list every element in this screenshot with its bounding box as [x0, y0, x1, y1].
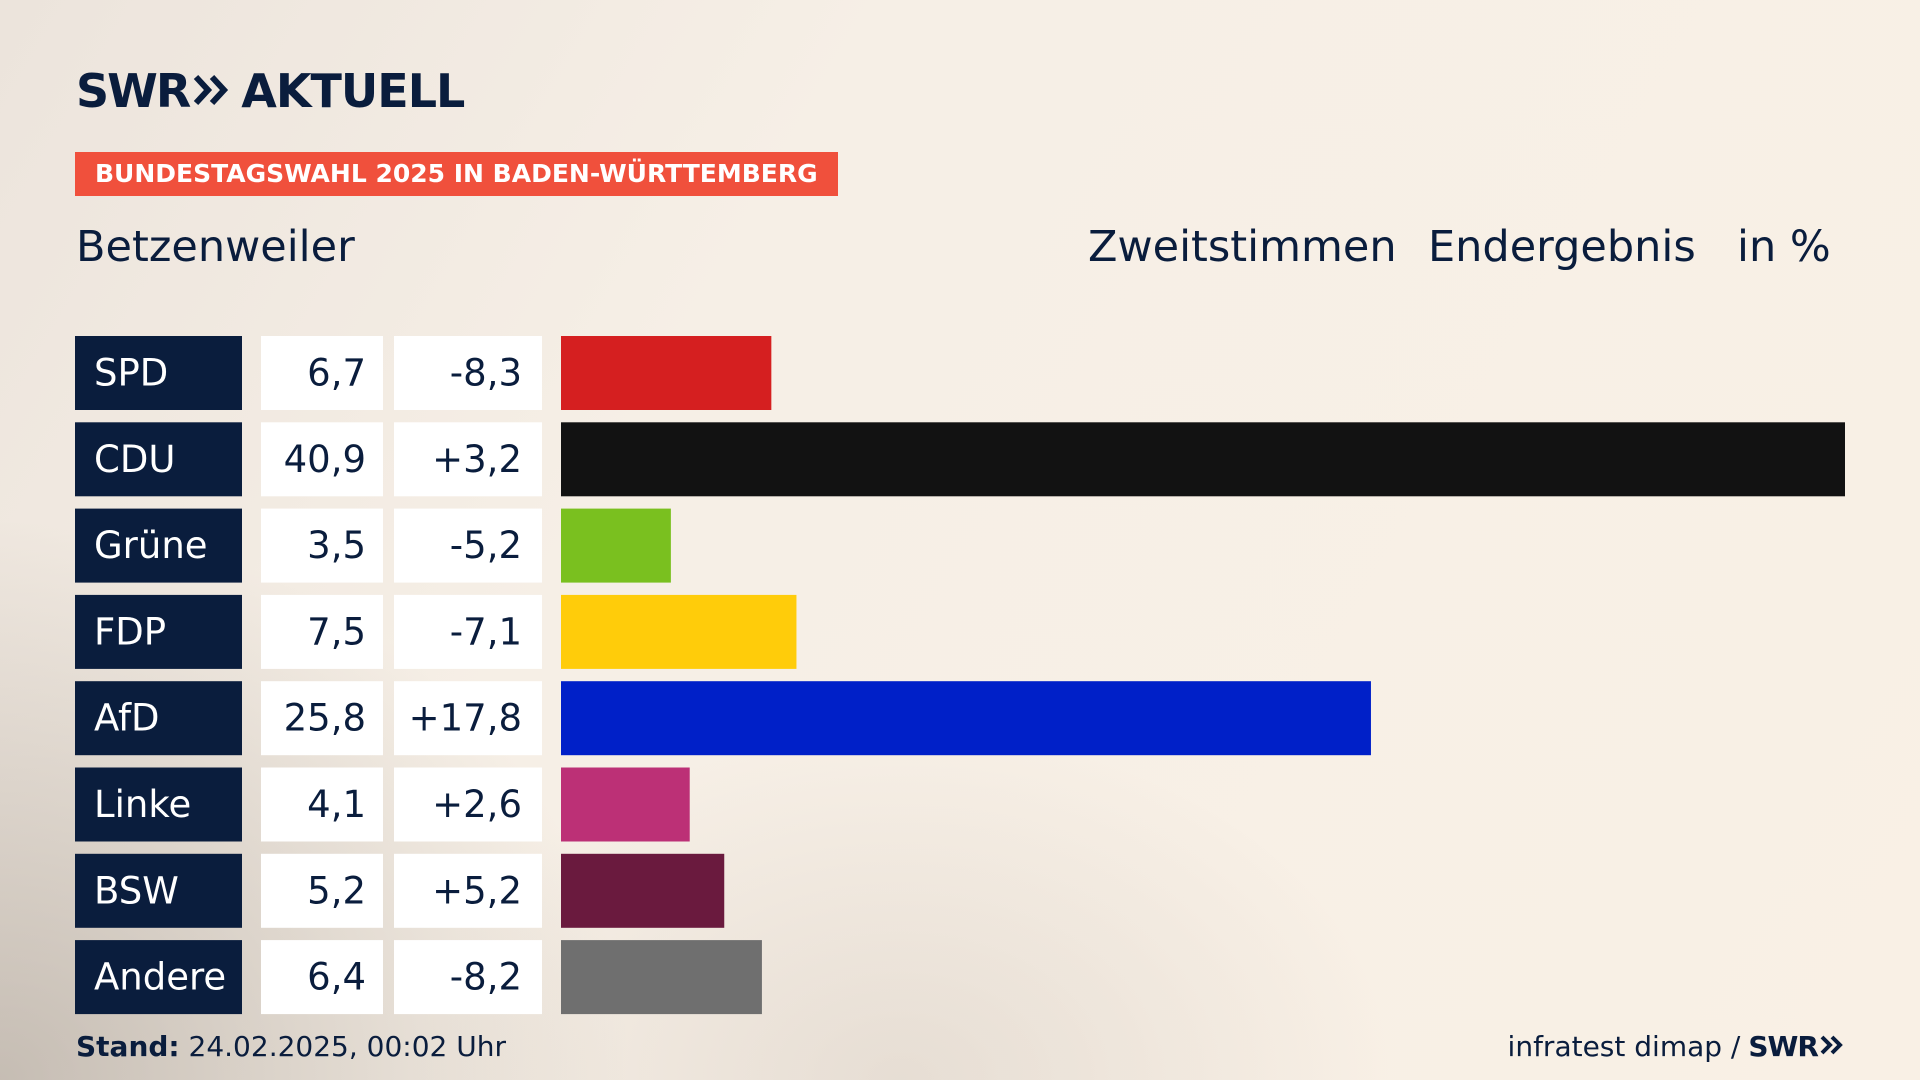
- bar-linke: [561, 767, 690, 842]
- party-label-andere: Andere: [94, 956, 226, 999]
- bar-fdp: [561, 594, 797, 669]
- value-cell-gr-ne: [261, 508, 383, 583]
- stand-label: Stand:: [76, 1030, 180, 1063]
- value-cell-linke: [261, 767, 383, 842]
- party-label-box-cdu: [75, 422, 242, 497]
- value-label-gr-ne: 3,5: [307, 524, 366, 567]
- change-label-fdp: -7,1: [450, 610, 522, 653]
- party-label-fdp: FDP: [94, 610, 166, 653]
- party-label-afd: AfD: [94, 697, 160, 740]
- change-cell-linke: [394, 767, 542, 842]
- party-label-bsw: BSW: [94, 869, 179, 912]
- swr-aktuell-logo: SWR AKTUELL: [76, 64, 465, 118]
- change-cell-spd: [394, 336, 542, 410]
- source-text: infratest dimap /: [1507, 1030, 1741, 1063]
- party-label-box-linke: [75, 767, 242, 842]
- party-label-box-andere: [75, 940, 242, 1015]
- source-credit: infratest dimap / SWR: [1508, 1030, 1844, 1063]
- vote-type-label: Zweitstimmen: [1088, 222, 1397, 272]
- party-label-box-bsw: [75, 853, 242, 928]
- party-label-linke: Linke: [94, 783, 191, 826]
- place-title: Betzenweiler: [76, 222, 355, 272]
- change-label-spd: -8,3: [450, 352, 522, 395]
- value-label-cdu: 40,9: [284, 438, 366, 481]
- logo-aktuell-text: AKTUELL: [241, 64, 465, 118]
- double-chevron-icon: [193, 64, 231, 118]
- logo-swr-text: SWR: [76, 64, 191, 118]
- bar-andere: [561, 940, 762, 1015]
- value-cell-bsw: [261, 853, 383, 928]
- value-cell-cdu: [261, 422, 383, 497]
- election-banner: BUNDESTAGSWAHL 2025 IN BADEN-WÜRTTEMBERG: [75, 152, 838, 196]
- change-label-bsw: +5,2: [432, 869, 522, 912]
- value-label-afd: 25,8: [284, 697, 366, 740]
- change-label-andere: -8,2: [450, 956, 522, 999]
- bar-bsw: [561, 853, 725, 928]
- timestamp: Stand: 24.02.2025, 00:02 Uhr: [76, 1030, 506, 1063]
- value-cell-andere: [261, 940, 383, 1015]
- value-cell-spd: [261, 336, 383, 410]
- bar-gr-ne: [561, 508, 671, 583]
- result-status-label: Endergebnis: [1428, 222, 1696, 272]
- party-label-box-gr-ne: [75, 508, 242, 583]
- change-cell-andere: [394, 940, 542, 1015]
- double-chevron-small-icon: [1820, 1030, 1844, 1063]
- bar-spd: [561, 336, 772, 410]
- party-label-cdu: CDU: [94, 438, 175, 481]
- party-label-box-fdp: [75, 594, 242, 669]
- value-label-andere: 6,4: [307, 956, 366, 999]
- bar-afd: [561, 681, 1371, 756]
- change-label-gr-ne: -5,2: [450, 524, 522, 567]
- party-label-box-spd: [75, 336, 242, 410]
- stand-value: 24.02.2025, 00:02 Uhr: [188, 1030, 506, 1063]
- value-label-bsw: 5,2: [307, 869, 366, 912]
- value-label-spd: 6,7: [307, 352, 366, 395]
- party-label-box-afd: [75, 681, 242, 756]
- value-cell-fdp: [261, 594, 383, 669]
- value-cell-afd: [261, 681, 383, 756]
- change-label-afd: +17,8: [409, 697, 522, 740]
- change-cell-cdu: [394, 422, 542, 497]
- change-cell-fdp: [394, 594, 542, 669]
- change-cell-gr-ne: [394, 508, 542, 583]
- bar-cdu: [561, 422, 1845, 497]
- change-cell-bsw: [394, 853, 542, 928]
- value-label-fdp: 7,5: [307, 610, 366, 653]
- change-cell-afd: [394, 681, 542, 756]
- party-label-spd: SPD: [94, 352, 168, 395]
- change-label-cdu: +3,2: [432, 438, 522, 481]
- unit-label: in %: [1737, 222, 1831, 272]
- party-label-gr-ne: Grüne: [94, 524, 208, 567]
- source-brand: SWR: [1748, 1030, 1819, 1063]
- change-label-linke: +2,6: [432, 783, 522, 826]
- value-label-linke: 4,1: [307, 783, 366, 826]
